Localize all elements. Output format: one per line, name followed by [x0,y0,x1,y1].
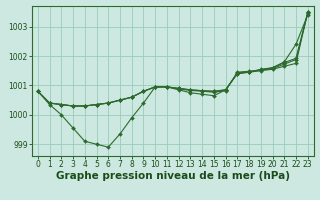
X-axis label: Graphe pression niveau de la mer (hPa): Graphe pression niveau de la mer (hPa) [56,171,290,181]
